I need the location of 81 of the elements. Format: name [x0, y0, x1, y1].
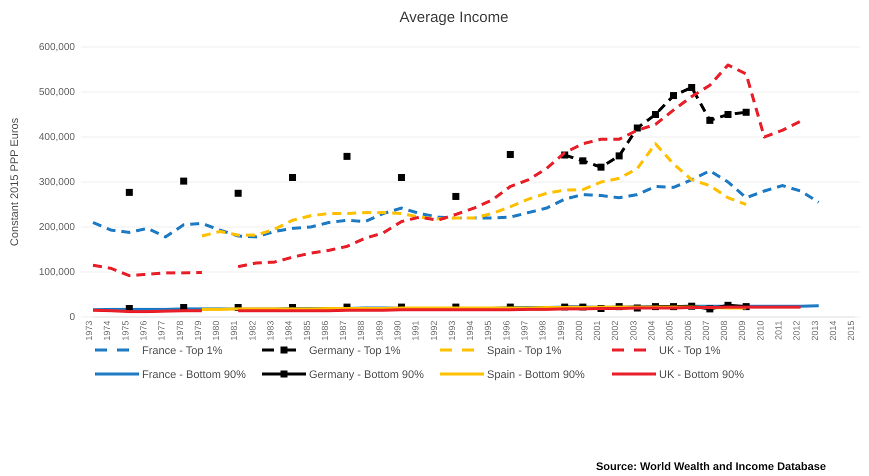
point — [616, 152, 623, 160]
x-tick-label: 1974 — [102, 320, 112, 341]
y-tick-label: 0 — [69, 312, 76, 324]
x-tick-label: 1994 — [465, 320, 476, 341]
x-tick-label: 2001 — [592, 320, 602, 341]
point — [652, 111, 659, 118]
point — [344, 152, 350, 160]
x-tick-label: 1990 — [392, 320, 402, 341]
legend-label: UK - Bottom 90% — [659, 369, 744, 381]
x-tick-label: 2003 — [628, 320, 638, 341]
line-series — [200, 142, 748, 238]
x-tick-label: 2011 — [773, 320, 784, 340]
y-tick-label: 600,000 — [38, 42, 76, 54]
x-tick-label: 1975 — [120, 320, 130, 341]
x-tick-label: 1993 — [446, 320, 457, 341]
point — [234, 190, 242, 197]
x-tick-label: 1982 — [247, 320, 258, 341]
x-tick-label: 1995 — [483, 320, 494, 341]
x-tick-label: 1977 — [156, 320, 167, 341]
point — [452, 192, 460, 200]
legend-label: UK - Top 1% — [659, 345, 721, 357]
x-tick-label: 2007 — [700, 320, 711, 341]
x-tick-label: 1980 — [211, 320, 222, 341]
x-tick-label: 1998 — [538, 320, 548, 341]
x-tick-label: 1978 — [174, 320, 185, 341]
y-tick-label: 500,000 — [38, 87, 76, 98]
x-tick-label: 2000 — [574, 320, 584, 341]
point — [126, 188, 133, 196]
legend-label: Spain - Top 1% — [487, 345, 562, 357]
x-tick-label: 1991 — [410, 320, 421, 341]
x-tick-label: 2005 — [664, 320, 675, 341]
x-tick-label: 2014 — [828, 320, 838, 341]
x-tick-label: 2004 — [646, 320, 656, 341]
point — [579, 157, 586, 164]
x-tick-label: 1986 — [320, 320, 330, 341]
point — [742, 108, 750, 116]
point — [706, 116, 714, 124]
x-tick-label: 2013 — [810, 320, 820, 341]
x-tick-label: 1987 — [338, 320, 348, 341]
x-tick-label: 1973 — [84, 320, 94, 341]
point — [724, 111, 732, 118]
point — [688, 84, 696, 91]
x-tick-label: 1985 — [302, 320, 312, 341]
x-tick-label: 1983 — [265, 320, 276, 341]
point — [506, 151, 514, 158]
x-tick-label: 1984 — [284, 320, 294, 341]
x-tick-label: 1988 — [356, 320, 366, 341]
legend-label: Spain - Bottom 90% — [487, 369, 586, 381]
x-tick-label: 1979 — [192, 320, 203, 341]
legend-label: Germany - Bottom 90% — [309, 369, 424, 381]
x-tick-label: 2002 — [610, 320, 620, 341]
y-tick-label: 300,000 — [38, 177, 76, 188]
point — [634, 124, 641, 132]
y-tick-label: 100,000 — [38, 267, 76, 278]
legend-label: France - Bottom 90% — [142, 369, 246, 381]
x-tick-label: 2006 — [682, 320, 693, 341]
x-tick-label: 1997 — [519, 320, 530, 341]
x-tick-label: 1989 — [374, 320, 384, 341]
source-note: Source: World Wealth and Income Database — [596, 461, 826, 473]
point — [398, 174, 405, 181]
legend-label: France - Top 1% — [142, 345, 223, 357]
point — [670, 92, 678, 100]
x-tick-label: 2008 — [719, 320, 730, 341]
x-tick-label: 2010 — [755, 320, 766, 341]
point — [180, 178, 188, 185]
chart-title: Average Income — [400, 9, 508, 26]
line-series — [92, 169, 820, 238]
y-tick-label: 400,000 — [38, 132, 76, 144]
x-tick-label: 1976 — [138, 320, 148, 341]
x-tick-label: 1999 — [556, 320, 566, 341]
x-tick-label: 1996 — [501, 320, 512, 341]
x-tick-label: 1992 — [428, 320, 439, 341]
y-axis-title: Constant 2015 PPP Euros — [9, 117, 21, 246]
x-tick-label: 2015 — [846, 320, 856, 341]
x-tick-label: 2012 — [792, 320, 802, 341]
y-tick-label: 200,000 — [38, 222, 76, 234]
x-tick-label: 1981 — [229, 320, 240, 341]
point — [289, 174, 296, 181]
legend-label: Germany - Top 1% — [309, 345, 401, 357]
x-tick-label: 2009 — [737, 320, 748, 341]
point — [598, 164, 604, 171]
